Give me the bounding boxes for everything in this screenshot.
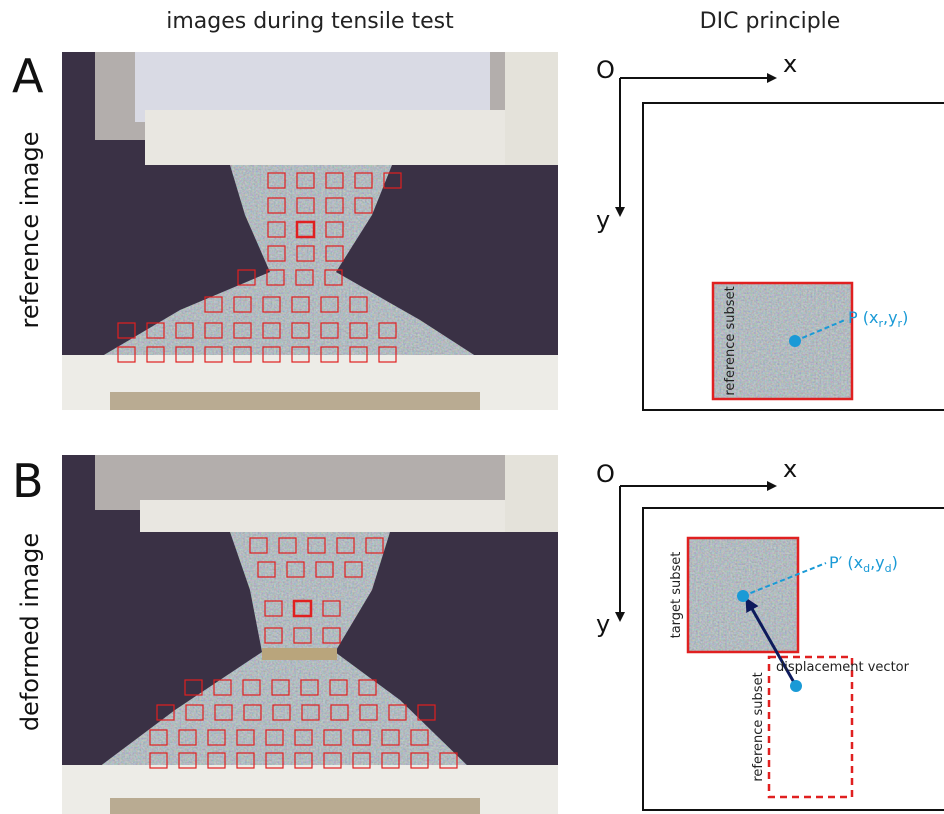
panel-letter: A — [12, 49, 44, 103]
vector-label: displacement vector — [776, 660, 910, 675]
x-axis-label: x — [783, 50, 797, 78]
photo-deformed — [62, 455, 558, 814]
dic-diagram-reference: O x y reference subset P (xr,yr) — [596, 50, 944, 410]
origin-label: O — [596, 56, 615, 84]
y-axis-label: y — [596, 206, 610, 234]
panel-letter: B — [12, 454, 44, 508]
y-axis-label: y — [596, 610, 610, 638]
row-label: deformed image — [16, 533, 44, 731]
column-title: images during tensile test — [166, 9, 454, 34]
point-label: P′ (xd,yd) — [829, 553, 898, 575]
row-label: reference image — [16, 132, 44, 329]
subset-label: target subset — [669, 552, 684, 639]
point — [789, 335, 801, 347]
subset-label: reference subset — [751, 672, 766, 781]
reference-subset — [769, 657, 852, 797]
point — [790, 680, 802, 692]
origin-label: O — [596, 460, 615, 488]
photo-reference — [62, 52, 558, 410]
subset-label: reference subset — [723, 286, 738, 395]
x-axis-label: x — [783, 455, 797, 483]
dic-diagram-deformed: O x y target subset reference subset dis… — [596, 455, 944, 810]
figure: images during tensile test DIC principle… — [0, 0, 944, 814]
column-title: DIC principle — [700, 9, 841, 34]
point-label: P (xr,yr) — [848, 308, 908, 330]
